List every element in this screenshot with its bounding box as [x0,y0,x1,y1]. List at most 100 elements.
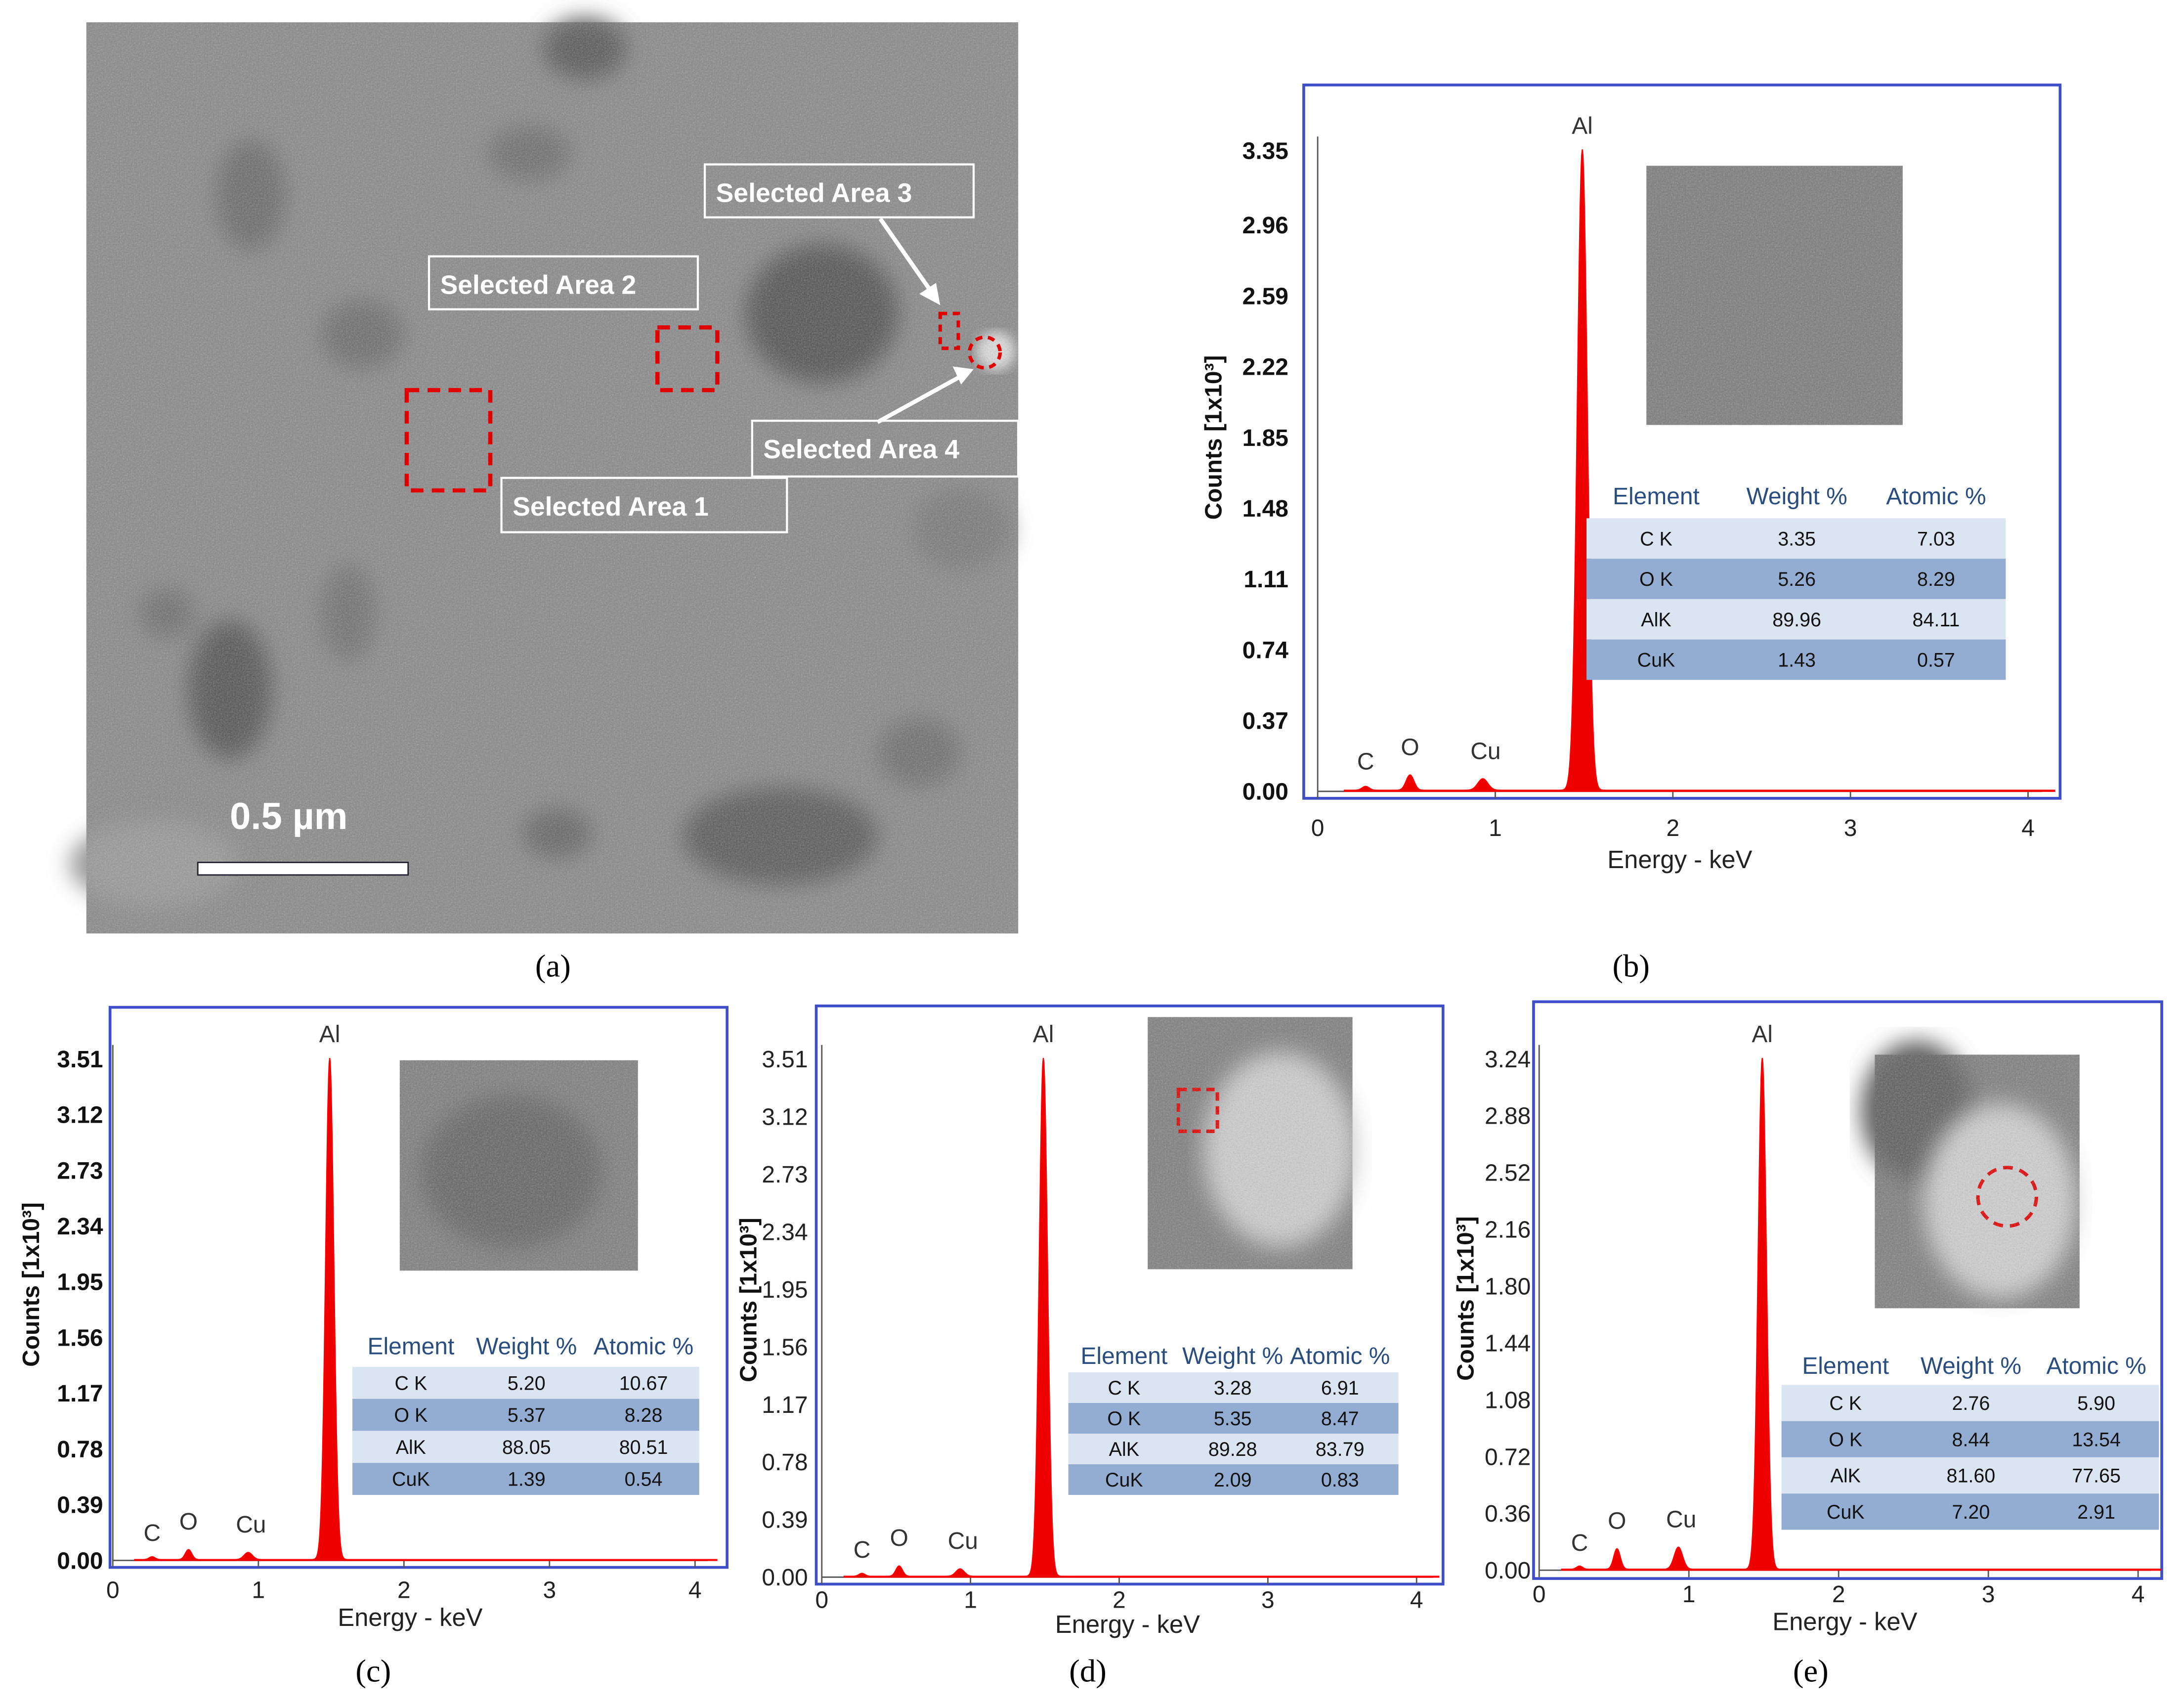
table-row [352,1366,699,1399]
x-tick-label: 4 [688,1577,702,1604]
y-tick-label: 1.48 [1242,496,1288,522]
peak-label-al: Al [1033,1021,1054,1048]
table-cell: 8.47 [1321,1408,1359,1430]
spectrum-series [1343,149,2056,792]
caption-a: (a) [535,949,571,984]
peak-label-cu: Cu [1470,738,1500,764]
table-cell: 83.79 [1316,1439,1365,1460]
inset-noise [1875,1054,2080,1309]
selected-area-4-label: Selected Area 4 [751,420,1020,478]
x-tick-label: 1 [964,1587,977,1613]
svg-text:Selected Area 3: Selected Area 3 [716,179,912,208]
table-cell: 1.43 [1778,650,1816,671]
selected-area-1-label: Selected Area 1 [500,477,788,533]
table-cell: 5.26 [1778,569,1816,590]
eds-spectrum-d: 0.00 0.39 0.78 1.17 1.56 1.95 2.34 2.73 3.12 3.51… [735,1004,1445,1638]
table-cell: 0.57 [1917,650,1955,671]
scale-bar [197,862,409,876]
table-cell: 80.51 [619,1437,668,1458]
caption-d: (d) [1069,1654,1107,1689]
table-cell: CuK [1105,1469,1143,1491]
y-axis-label: Counts [1x10³] [18,1202,44,1367]
table-header: Atomic % [1886,483,1986,510]
table-cell: 2.09 [1214,1469,1252,1491]
table-cell: 5.35 [1214,1408,1252,1430]
arrow-area-4 [876,366,974,424]
y-tick-label: 3.24 [1485,1047,1531,1073]
y-tick-label: 1.80 [1485,1274,1531,1300]
peak-label-al: Al [319,1021,341,1048]
inset-noise [399,1060,638,1271]
y-tick-label: 0.00 [1485,1558,1531,1584]
table-cell: O K [1639,569,1673,590]
x-tick-label: 1 [1682,1581,1696,1608]
composition-table: Element Weight % Atomic % C K 2.76 5.90 O K 8.4… [1781,1353,2159,1530]
table-cell: 89.96 [1772,609,1821,631]
table-cell: O K [1107,1408,1141,1430]
x-tick-label: 2 [1666,815,1679,841]
inset-micrograph [1861,1041,2080,1309]
y-tick-label: 0.72 [1485,1444,1531,1470]
table-row [352,1463,699,1495]
table-cell: 5.37 [508,1404,546,1426]
table-cell: O K [1829,1429,1862,1450]
y-tick-label: 0.37 [1242,708,1288,735]
table-cell: 5.90 [2077,1393,2115,1414]
x-tick-label: 4 [2021,815,2035,841]
peak-label-cu: Cu [948,1528,978,1554]
table-cell: 89.28 [1208,1439,1257,1460]
arrow-area-3 [878,218,941,306]
x-tick-label: 0 [106,1577,120,1604]
x-tick-label: 0 [1311,815,1325,841]
y-tick-label: 2.73 [57,1158,103,1184]
x-tick-label: 3 [1844,815,1857,841]
table-row [1068,1464,1399,1495]
y-tick-label: 3.12 [762,1104,808,1130]
y-tick-label: 2.34 [762,1219,808,1245]
table-header: Element [368,1333,455,1359]
table-row [1068,1372,1399,1403]
spectrum-series [843,1057,1440,1578]
table-row [1781,1493,2159,1530]
x-tick-label: 4 [2132,1581,2145,1608]
y-axis-label: Counts [1x10³] [1453,1216,1479,1381]
peak-label-c: C [854,1537,871,1563]
table-cell: 2.76 [1952,1393,1990,1414]
table-row [1781,1421,2159,1457]
table-cell: CuK [1637,650,1675,671]
svg-text:Selected Area 2: Selected Area 2 [440,271,637,300]
table-cell: 84.11 [1913,609,1960,631]
x-tick-label: 0 [1533,1581,1546,1608]
composition-table: Element Weight % Atomic % C K 3.35 7.03 O K 5.2… [1586,483,2006,680]
table-header: Weight % [476,1333,577,1359]
table-row [1068,1434,1399,1465]
y-tick-label: 0.78 [57,1437,103,1463]
y-axis-label: Counts [1x10³] [1201,355,1227,520]
y-tick-label: 2.88 [1485,1103,1531,1130]
peak-label-cu: Cu [236,1512,266,1538]
x-axis-label: Energy - keV [1055,1610,1200,1638]
spectrum-series [1561,1057,2161,1571]
eds-spectrum-e: 0.00 0.36 0.72 1.08 1.44 1.80 2.16 2.52 2.88 3.24… [1453,1000,2163,1635]
table-cell: 8.29 [1917,569,1955,590]
table-cell: AlK [1831,1465,1861,1487]
table-cell: 0.54 [625,1469,663,1490]
y-axis-label: Counts [1x10³] [735,1218,762,1382]
y-tick-label: 2.96 [1242,213,1288,239]
y-tick-label: 2.16 [1485,1217,1531,1243]
table-cell: C K [1829,1393,1862,1414]
table-row [1068,1403,1399,1434]
table-cell: CuK [392,1469,430,1490]
table-cell: AlK [1641,609,1671,631]
caption-e: (e) [1793,1654,1829,1689]
table-cell: AlK [396,1437,426,1458]
table-cell: 3.28 [1214,1377,1252,1399]
selected-area-2-label: Selected Area 2 [428,255,699,310]
y-tick-label: 2.73 [762,1162,808,1188]
selected-area-3-box [938,311,960,350]
peak-label-o: O [179,1509,198,1535]
caption-c: (c) [355,1654,391,1689]
table-cell: 6.91 [1321,1377,1359,1399]
selected-area-1-box [404,388,493,493]
y-tick-label: 1.44 [1485,1330,1531,1357]
